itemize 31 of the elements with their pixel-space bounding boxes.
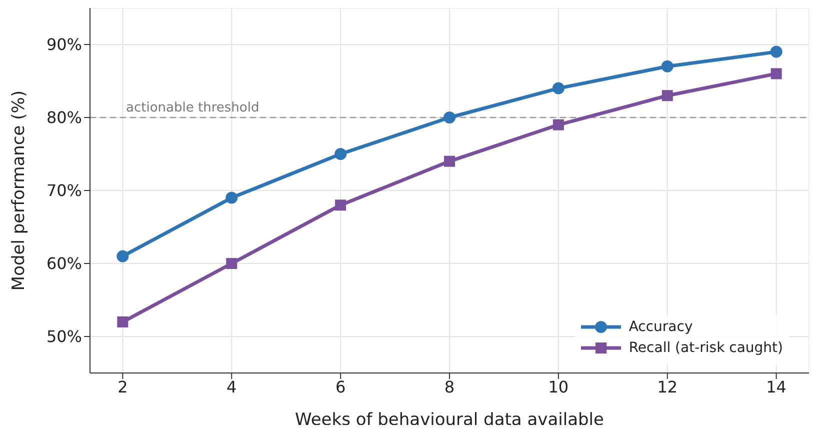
x-tick-label: 2	[118, 377, 128, 396]
x-tick-label: 4	[226, 377, 237, 396]
point	[661, 60, 674, 72]
x-tick-label: 8	[444, 377, 455, 396]
point	[116, 250, 129, 262]
y-tick-label: 70%	[46, 181, 82, 200]
point	[662, 90, 673, 102]
point	[226, 258, 238, 269]
point	[117, 316, 128, 328]
y-tick-label: 80%	[46, 108, 82, 128]
y-tick-label: 90%	[46, 35, 82, 54]
x-axis-title: Weeks of behavioural data available	[295, 410, 604, 430]
legend-label: Recall (at-risk caught)	[628, 340, 783, 356]
x-tick-label: 14	[766, 377, 786, 396]
point	[552, 82, 564, 94]
y-axis-title: Model performance (%)	[9, 90, 30, 291]
x-tick-label: 10	[548, 377, 569, 396]
point	[444, 112, 456, 124]
point	[334, 148, 347, 160]
point	[444, 156, 455, 167]
point	[770, 68, 782, 80]
x-tick-label: 6	[335, 377, 346, 396]
point	[226, 192, 238, 204]
y-tick-label: 60%	[46, 254, 82, 274]
y-tick-label: 50%	[46, 327, 82, 346]
legend-label: Accuracy	[628, 319, 693, 335]
x-tick-label: 12	[657, 377, 678, 396]
point	[770, 46, 782, 58]
point	[335, 200, 346, 211]
ref-line-label: actionable threshold	[126, 100, 260, 116]
point	[552, 119, 564, 130]
